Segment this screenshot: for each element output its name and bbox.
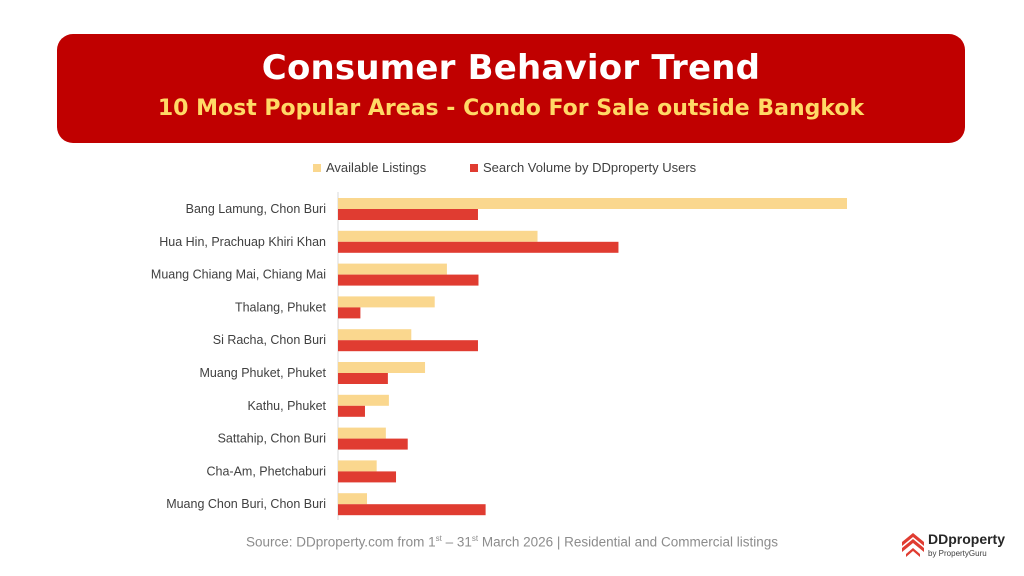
category-label: Muang Chiang Mai, Chiang Mai: [151, 268, 326, 282]
bar-search-volume: [338, 438, 408, 450]
source-note: Source: DDproperty.com from 1st – 31st M…: [0, 534, 1024, 550]
category-label: Hua Hin, Prachuap Khiri Khan: [159, 235, 326, 249]
category-label: Muang Chon Buri, Chon Buri: [166, 497, 326, 511]
source-prefix: Source: DDproperty.com from 1: [246, 534, 436, 550]
bar-search-volume: [338, 471, 397, 483]
legend-item-available: Available Listings: [313, 160, 426, 175]
category-label: Sattahip, Chon Buri: [218, 432, 326, 446]
bar-available-listings: [338, 296, 435, 308]
bar-available-listings: [338, 329, 412, 341]
category-label: Bang Lamung, Chon Buri: [186, 202, 326, 216]
bar-available-listings: [338, 263, 447, 275]
source-middle: – 31: [441, 534, 472, 550]
category-label: Thalang, Phuket: [235, 300, 327, 314]
page-subtitle: 10 Most Popular Areas - Condo For Sale o…: [157, 96, 865, 121]
category-label: Kathu, Phuket: [247, 399, 326, 413]
bar-search-volume: [338, 307, 361, 319]
title-banner: Consumer Behavior Trend 10 Most Popular …: [57, 34, 965, 143]
logo-brand: DDproperty: [928, 531, 1006, 547]
source-sup-2: st: [471, 534, 479, 543]
bar-search-volume: [338, 504, 486, 516]
house-logo-icon: [902, 533, 924, 557]
legend-item-search: Search Volume by DDproperty Users: [470, 160, 696, 175]
source-suffix: March 2026 | Residential and Commercial …: [478, 534, 778, 550]
bar-search-volume: [338, 373, 388, 384]
source-sup-1: st: [435, 534, 442, 543]
page-title: Consumer Behavior Trend: [261, 48, 761, 88]
ddproperty-logo: DDproperty by PropertyGuru: [900, 530, 1010, 562]
bar-search-volume: [338, 209, 478, 220]
chart-legend: Available Listings Search Volume by DDpr…: [0, 158, 1024, 178]
logo-tagline: by PropertyGuru: [928, 549, 987, 558]
bar-search-volume: [338, 274, 479, 286]
bar-available-listings: [338, 362, 426, 373]
bar-available-listings: [338, 230, 538, 242]
bar-search-volume: [338, 405, 365, 417]
bar-available-listings: [338, 427, 386, 439]
category-label: Muang Phuket, Phuket: [200, 366, 327, 380]
bar-search-volume: [338, 241, 619, 253]
bar-available-listings: [338, 394, 389, 406]
bar-available-listings: [338, 460, 377, 472]
legend-label-available: Available Listings: [326, 160, 427, 175]
category-label: Si Racha, Chon Buri: [213, 333, 326, 347]
legend-swatch-search: [470, 163, 478, 172]
legend-swatch-available: [313, 163, 321, 172]
bar-available-listings: [338, 198, 847, 209]
bar-search-volume: [338, 340, 478, 352]
legend-label-search: Search Volume by DDproperty Users: [483, 160, 697, 175]
category-label: Cha-Am, Phetchaburi: [206, 464, 326, 478]
bar-available-listings: [338, 493, 368, 505]
